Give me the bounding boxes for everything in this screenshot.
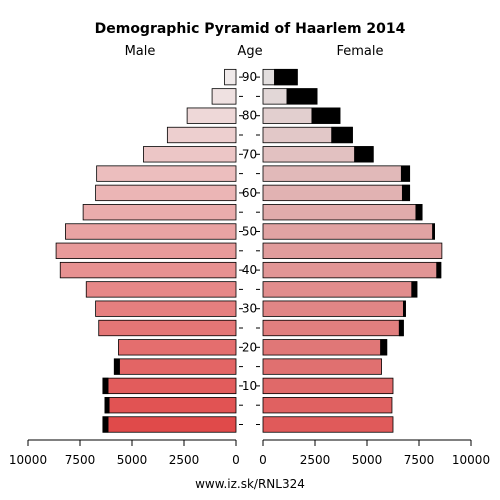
male-bar-60-64 bbox=[95, 184, 237, 202]
male-bar-0-4 bbox=[102, 416, 237, 433]
male-bar-20-24 bbox=[118, 339, 237, 356]
female-excess-60-64 bbox=[401, 184, 411, 202]
female-excess-90plus bbox=[274, 68, 298, 86]
female-excess-40-44 bbox=[436, 261, 442, 279]
female-x-tick-label: 0 bbox=[259, 453, 267, 467]
male-bar-85-89 bbox=[211, 88, 237, 105]
female-bar-10-14 bbox=[262, 377, 394, 395]
male-bar-50-54 bbox=[65, 223, 237, 240]
age-tick-label: 50 bbox=[242, 225, 257, 239]
female-x-tick-label: 5000 bbox=[352, 453, 383, 467]
age-tick-label: 80 bbox=[242, 109, 257, 123]
female-x-tick-label: 2500 bbox=[300, 453, 331, 467]
female-bar-30-34 bbox=[262, 300, 406, 317]
male-bar-75-79 bbox=[166, 126, 237, 144]
x-axes: 10000 7500 5000 2500 0 0 2500 5000 7500 10000 bbox=[9, 439, 490, 467]
male-bar-90plus bbox=[224, 68, 237, 86]
age-label: Age bbox=[237, 44, 262, 59]
female-x-tick-label: 7500 bbox=[404, 453, 435, 467]
age-tick-label: 40 bbox=[242, 263, 257, 277]
male-bar-45-49 bbox=[55, 242, 237, 259]
female-bar-15-19 bbox=[262, 358, 382, 375]
male-bar-55-59 bbox=[82, 204, 237, 221]
female-excess-85-89 bbox=[286, 88, 318, 105]
female-bar-60-64 bbox=[262, 184, 411, 202]
female-label: Female bbox=[336, 44, 383, 59]
age-tick-label: 10 bbox=[242, 379, 257, 393]
female-bars-group bbox=[262, 68, 443, 433]
male-bar-80-84 bbox=[186, 107, 237, 124]
male-bar-25-29 bbox=[98, 319, 237, 337]
age-tick-label: 60 bbox=[242, 186, 257, 200]
male-bars-group bbox=[55, 68, 237, 433]
female-excess-65-69 bbox=[400, 165, 411, 182]
male-excess-0-4 bbox=[102, 416, 109, 433]
female-x-tick-label: 10000 bbox=[452, 453, 490, 467]
female-bar-20-24 bbox=[262, 339, 388, 356]
male-label: Male bbox=[125, 44, 156, 59]
male-bar-30-34 bbox=[95, 300, 237, 317]
female-bar-55-59 bbox=[262, 204, 423, 221]
female-bar-40-44 bbox=[262, 261, 442, 279]
female-excess-20-24 bbox=[380, 339, 388, 356]
male-bar-65-69 bbox=[96, 165, 237, 182]
male-excess-10-14 bbox=[102, 377, 109, 395]
female-excess-35-39 bbox=[411, 281, 418, 298]
male-bar-15-19 bbox=[113, 358, 237, 375]
female-bar-0-4 bbox=[262, 416, 394, 433]
age-tick-label: 30 bbox=[242, 302, 257, 316]
male-bar-70-74 bbox=[143, 146, 237, 163]
male-x-tick-label: 0 bbox=[232, 453, 240, 467]
female-bar-50-54 bbox=[262, 223, 436, 240]
female-bar-35-39 bbox=[262, 281, 418, 298]
male-x-tick-label: 10000 bbox=[9, 453, 47, 467]
female-bar-5-9 bbox=[262, 397, 393, 414]
female-excess-30-34 bbox=[402, 300, 406, 317]
male-x-tick-label: 2500 bbox=[169, 453, 200, 467]
female-excess-25-29 bbox=[398, 319, 404, 337]
male-bar-40-44 bbox=[59, 261, 237, 279]
chart-title: Demographic Pyramid of Haarlem 2014 bbox=[95, 21, 406, 37]
age-tick-label: 20 bbox=[242, 340, 257, 354]
male-x-tick-label: 7500 bbox=[65, 453, 96, 467]
female-bar-25-29 bbox=[262, 319, 404, 337]
female-excess-55-59 bbox=[415, 204, 423, 221]
female-bar-45-49 bbox=[262, 242, 443, 259]
male-bar-5-9 bbox=[104, 397, 237, 414]
male-bar-35-39 bbox=[85, 281, 237, 298]
male-bar-10-14 bbox=[102, 377, 237, 395]
age-tick-label: 90 bbox=[242, 70, 257, 84]
female-excess-70-74 bbox=[354, 146, 374, 163]
male-excess-15-19 bbox=[113, 358, 120, 375]
male-x-tick-label: 5000 bbox=[117, 453, 148, 467]
female-excess-50-54 bbox=[432, 223, 435, 240]
footer-source: www.iz.sk/RNL324 bbox=[195, 477, 305, 491]
age-tick-label: 70 bbox=[242, 147, 257, 161]
female-bar-65-69 bbox=[262, 165, 411, 182]
female-excess-80-84 bbox=[311, 107, 341, 124]
male-excess-5-9 bbox=[104, 397, 110, 414]
age-axis: 10 20 30 40 50 60 70 80 90 bbox=[239, 70, 260, 425]
female-excess-75-79 bbox=[331, 126, 353, 144]
